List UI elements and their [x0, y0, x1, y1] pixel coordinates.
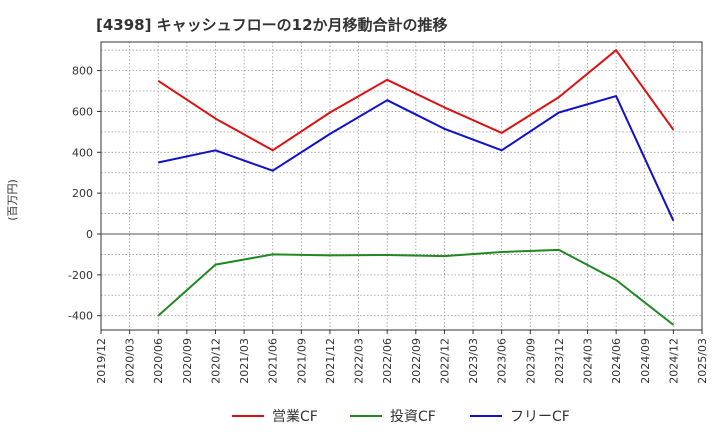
- series-line-1: [157, 49, 675, 152]
- x-tick-label: 2020/03: [124, 338, 137, 384]
- legend-label: 投資CF: [390, 409, 436, 425]
- y-tick-label: 400: [72, 146, 93, 159]
- x-tick-label: 2022/03: [353, 338, 366, 384]
- x-tick-label: 2022/06: [381, 338, 394, 384]
- x-tick-label: 2023/06: [496, 338, 509, 384]
- legend-label: フリーCF: [510, 409, 570, 425]
- y-tick-label: 200: [72, 187, 93, 200]
- series-line-3: [157, 95, 675, 222]
- x-ticks: 2019/12 2020/03 2020/06 2020/09 2020/12 2021/…: [95, 330, 709, 384]
- x-tick-label: 2021/03: [238, 338, 251, 384]
- x-tick-label: 2020/12: [209, 338, 222, 384]
- x-tick-label: 2024/09: [639, 338, 652, 384]
- y-tick-label: -200: [68, 269, 93, 282]
- x-tick-label: 2020/09: [181, 338, 194, 384]
- legend: 営業CF 投資CF フリーCF: [232, 409, 570, 425]
- x-tick-label: 2023/03: [467, 338, 480, 384]
- x-tick-label: 2021/06: [267, 338, 280, 384]
- x-tick-label: 2024/06: [610, 338, 623, 384]
- y-tick-label: 0: [86, 228, 93, 241]
- series-line-2: [157, 248, 675, 326]
- x-tick-label: 2021/12: [324, 338, 337, 384]
- x-tick-label: 2021/09: [295, 338, 308, 384]
- x-tick-label: 2022/12: [438, 338, 451, 384]
- x-tick-label: 2025/03: [696, 338, 709, 384]
- grid: [100, 42, 703, 330]
- x-tick-label: 2024/03: [582, 338, 595, 384]
- y-tick-label: 800: [72, 65, 93, 78]
- x-tick-label: 2019/12: [95, 338, 108, 384]
- x-tick-label: 2024/12: [667, 338, 680, 384]
- series-lines: [157, 49, 675, 326]
- chart-title: [4398] キャッシュフローの12か月移動合計の推移: [96, 16, 448, 34]
- x-tick-label: 2020/06: [152, 338, 165, 384]
- x-tick-label: 2022/09: [410, 338, 423, 384]
- y-tick-label: -400: [68, 310, 93, 323]
- y-tick-label: 600: [72, 105, 93, 118]
- x-tick-label: 2023/09: [524, 338, 537, 384]
- legend-label: 営業CF: [272, 409, 318, 425]
- plot-frame: [100, 41, 703, 331]
- y-axis-label: (百万円): [6, 179, 19, 221]
- y-ticks: -400 -200 0 200 400 600 800: [68, 65, 101, 323]
- x-tick-label: 2023/12: [553, 338, 566, 384]
